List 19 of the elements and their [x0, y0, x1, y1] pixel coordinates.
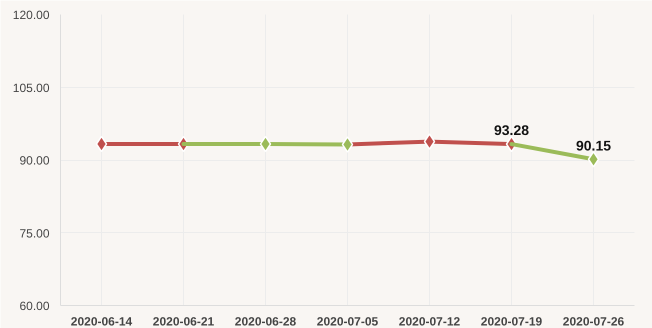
data-label: 93.28: [494, 122, 530, 138]
y-tick-label: 120.00: [12, 8, 50, 22]
x-tick-label: 2020-06-28: [234, 314, 297, 328]
x-tick-label: 2020-06-21: [152, 314, 215, 328]
y-tick-label: 105.00: [12, 80, 50, 95]
x-tick-label: 2020-07-12: [398, 314, 461, 328]
point: [342, 136, 354, 153]
point: [260, 136, 272, 152]
x-tick-label: 2020-06-14: [70, 314, 133, 328]
x-tick-label: 2020-07-19: [480, 314, 543, 328]
point: [588, 151, 600, 168]
y-tick-label: 60.00: [19, 299, 50, 313]
point: [424, 133, 436, 150]
x-tick-label: 2020-07-05: [316, 314, 379, 328]
point: [96, 136, 108, 152]
x-tick-label: 2020-07-26: [562, 314, 625, 328]
y-tick-label: 90.00: [19, 154, 50, 168]
y-tick-label: 75.00: [19, 226, 50, 240]
data-label: 90.15: [576, 137, 612, 154]
